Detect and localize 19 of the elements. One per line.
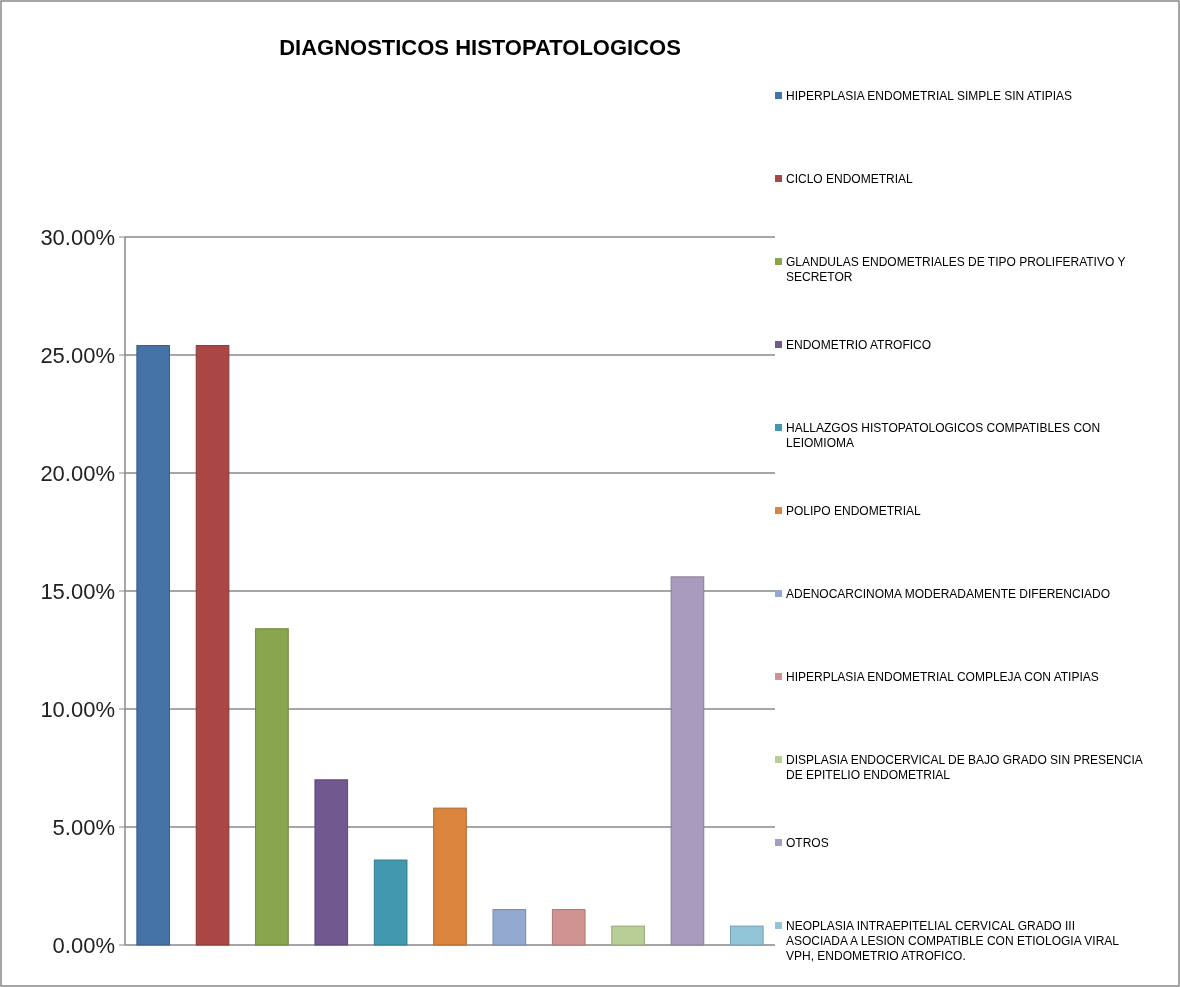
legend-label: ADENOCARCINOMA MODERADAMENTE DIFERENCIADO	[786, 587, 1111, 601]
y-tick-label: 25.00%	[40, 342, 115, 368]
y-tick-label: 5.00%	[52, 814, 115, 840]
y-tick-label: 10.00%	[40, 696, 115, 722]
y-tick-label: 0.00%	[52, 932, 115, 958]
legend-label: POLIPO ENDOMETRIAL	[786, 504, 922, 518]
legend-label: NEOPLASIA INTRAEPITELIAL CERVICAL GRADO III ASOCIADA A LESION COMPATIBLE CON ETIOLOGIA VIRAL VPH, ENDOMETRIO ATROFICO.	[786, 919, 1120, 963]
y-tick-label: 20.00%	[40, 460, 115, 486]
legend-label: ENDOMETRIO ATROFICO	[786, 338, 932, 352]
legend-label: CICLO ENDOMETRIAL	[786, 172, 914, 186]
y-tick-label: 15.00%	[40, 578, 115, 604]
legend-label: HALLAZGOS HISTOPATOLOGICOS COMPATIBLES CON LEIOMIOMA	[786, 421, 1101, 450]
chart-title: DIAGNOSTICOS HISTOPATOLOGICOS	[279, 35, 681, 60]
y-tick-label: 30.00%	[40, 224, 115, 250]
legend-label: GLANDULAS ENDOMETRIALES DE TIPO PROLIFERATIVO Y SECRETOR	[786, 255, 1126, 284]
legend-label: OTROS	[786, 836, 829, 850]
legend-label: HIPERPLASIA ENDOMETRIAL SIMPLE SIN ATIPIAS	[786, 89, 1073, 103]
legend-label: DISPLASIA ENDOCERVICAL DE BAJO GRADO SIN PRESENCIA DE EPITELIO ENDOMETRIAL	[786, 753, 1143, 782]
legend-label: HIPERPLASIA ENDOMETRIAL COMPLEJA CON ATIPIAS	[786, 670, 1099, 684]
